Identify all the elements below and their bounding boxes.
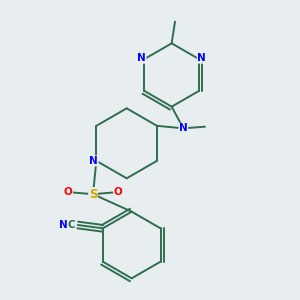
Text: O: O [114, 188, 122, 197]
Text: S: S [89, 188, 97, 201]
Text: N: N [197, 53, 206, 63]
Text: N: N [179, 123, 188, 133]
Text: N: N [89, 156, 98, 166]
Text: N: N [137, 53, 146, 63]
Text: C: C [68, 220, 76, 230]
Text: O: O [64, 188, 72, 197]
Text: N: N [59, 220, 68, 230]
